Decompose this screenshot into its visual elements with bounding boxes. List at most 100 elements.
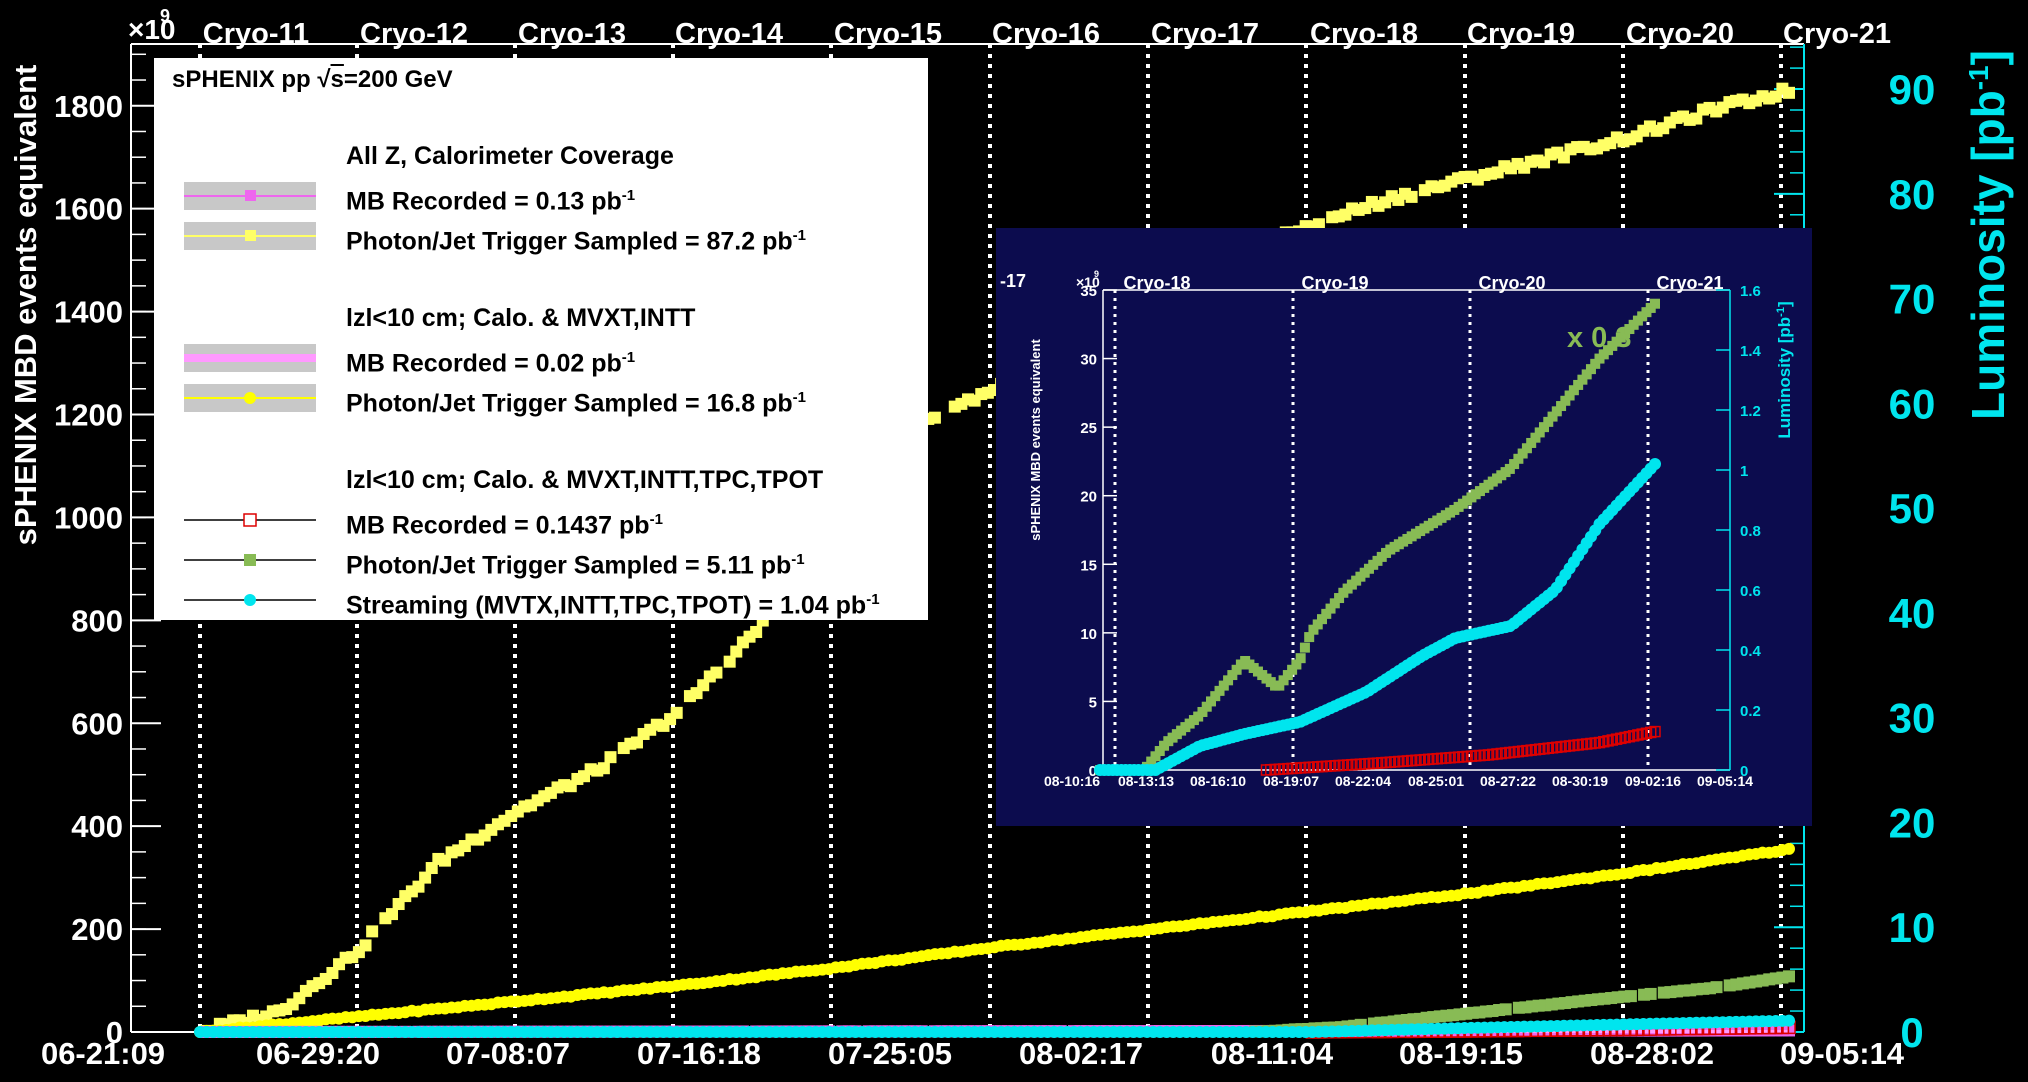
- data-point: [1543, 416, 1554, 427]
- data-point: [1573, 379, 1584, 390]
- data-point: [710, 666, 723, 679]
- x-tick-label: 07-16:18: [637, 1036, 761, 1071]
- y-tick-label: 1200: [54, 398, 123, 433]
- inset-x-tick-label: 08-25:01: [1408, 773, 1464, 789]
- y-tick-label: 1000: [54, 500, 123, 535]
- data-point: [1295, 653, 1306, 664]
- inset-y-tick-label: 20: [1080, 489, 1097, 506]
- inset-panel: [996, 228, 1812, 826]
- data-point: [419, 871, 432, 884]
- data-point: [1223, 675, 1234, 686]
- data-point: [1530, 432, 1541, 443]
- inset-x-tick-label: 08-16:10: [1190, 773, 1246, 789]
- y-tick-label: 600: [71, 706, 123, 741]
- legend-group-title: All Z, Calorimeter Coverage: [346, 142, 674, 170]
- inset-x-tick-label: 08-13:13: [1118, 773, 1174, 789]
- data-point: [1218, 680, 1229, 691]
- legend-entry: MB Recorded = 0.13 pb-1: [182, 180, 922, 215]
- data-point: [1585, 364, 1596, 375]
- data-point: [1783, 842, 1795, 855]
- x-tick-label: 08-02:17: [1019, 1036, 1143, 1071]
- data-point: [1577, 374, 1588, 385]
- data-point: [359, 939, 372, 952]
- inset-x-tick-label: 09-02:16: [1625, 773, 1681, 789]
- inset-data-series: [1260, 725, 1661, 776]
- inset-x-tick-label: 08-10:16: [1044, 773, 1100, 789]
- inset-exponent-label: ×10: [1076, 274, 1100, 290]
- data-point: [1304, 632, 1315, 643]
- data-point: [1509, 459, 1520, 470]
- data-point: [1499, 1003, 1512, 1016]
- x-tick-label: 06-21:09: [41, 1036, 165, 1071]
- inset-x-tick-label: 08-22:04: [1335, 773, 1391, 789]
- inset-y-tick-label: 15: [1080, 557, 1097, 574]
- data-point: [1381, 1016, 1394, 1029]
- data-point: [1312, 619, 1323, 630]
- legend-swatch: [184, 344, 316, 372]
- cryo-label: Cryo-20: [1626, 18, 1734, 50]
- inset-y-tick-label: 30: [1080, 352, 1097, 369]
- y-right-tick-label: 30: [1889, 695, 1936, 742]
- inset-y-right-tick-label: 1: [1740, 463, 1748, 480]
- data-point: [670, 706, 683, 719]
- data-point: [1560, 395, 1571, 406]
- cryo-label: Cryo-16: [992, 18, 1100, 50]
- inset-y-right-tick-label: 0: [1740, 763, 1748, 780]
- inset-partial-cryo: -17: [1000, 271, 1026, 291]
- data-point: [723, 655, 736, 668]
- cryo-label: Cryo-21: [1783, 18, 1891, 50]
- data-point: [1299, 642, 1310, 653]
- inset-exponent-power: 9: [1094, 269, 1099, 279]
- inset-x-tick-label: 08-19:07: [1263, 773, 1319, 789]
- legend-entry: Streaming (MVTX,INTT,TPC,TPOT) = 1.04 pb…: [182, 584, 922, 619]
- legend-swatch: [184, 182, 316, 210]
- y-tick-label: 200: [71, 912, 123, 947]
- legend-label: MB Recorded = 0.1437 pb-1: [346, 511, 663, 540]
- data-point: [386, 908, 399, 921]
- x-tick-label: 08-28:02: [1590, 1036, 1714, 1071]
- data-point: [1517, 448, 1528, 459]
- data-point: [1710, 981, 1723, 994]
- legend-swatch: [184, 384, 316, 412]
- data-point: [750, 625, 763, 638]
- inset-cryo-label: Cryo-19: [1301, 273, 1368, 293]
- data-point: [1649, 458, 1661, 470]
- data-series: [194, 842, 1795, 1038]
- experiment-label: sPHENIX pp: [172, 66, 318, 93]
- inset-y-right-tick-label: 0.2: [1740, 703, 1761, 720]
- cryo-label: Cryo-19: [1467, 18, 1575, 50]
- legend-header: sPHENIX pp √s=200 GeV: [172, 66, 453, 94]
- y-tick-label: 800: [71, 603, 123, 638]
- y-right-tick-label: 0: [1900, 1009, 1923, 1056]
- inset-x-tick-label: 09-05:14: [1697, 773, 1753, 789]
- data-point: [1387, 1015, 1400, 1028]
- cryo-label: Cryo-12: [360, 18, 468, 50]
- data-point: [1150, 751, 1161, 762]
- data-point: [1556, 401, 1567, 412]
- legend-swatch: [184, 554, 316, 566]
- y-right-tick-label: 70: [1889, 276, 1936, 323]
- data-series: [194, 1014, 1795, 1038]
- cryo-label: Cryo-15: [834, 18, 942, 50]
- cryo-label: Cryo-17: [1151, 18, 1259, 50]
- inset-data-series: [1094, 458, 1661, 776]
- data-point: [1291, 659, 1302, 670]
- x-tick-label: 08-11:04: [1211, 1036, 1334, 1071]
- data-point: [412, 880, 425, 893]
- energy-label: =200 GeV: [343, 66, 453, 93]
- data-point: [1231, 664, 1242, 675]
- y-tick-label: 1400: [54, 295, 123, 330]
- sqrt-symbol: √: [317, 66, 331, 93]
- inset-y-tick-label: 35: [1080, 283, 1097, 300]
- x-tick-label: 07-25:05: [828, 1036, 952, 1071]
- data-point: [1146, 756, 1157, 767]
- x-tick-label: 07-08:07: [446, 1036, 570, 1071]
- data-point: [1201, 701, 1212, 712]
- legend-entry: MB Recorded = 0.1437 pb-1: [182, 504, 922, 539]
- data-point: [1539, 422, 1549, 433]
- inset-y-right-tick-label: 0.6: [1740, 583, 1761, 600]
- legend-label: MB Recorded = 0.02 pb-1: [346, 349, 636, 378]
- x-tick-label: 06-29:20: [256, 1036, 380, 1071]
- x-tick-label: 09-05:14: [1780, 1036, 1905, 1071]
- data-point: [1325, 603, 1336, 614]
